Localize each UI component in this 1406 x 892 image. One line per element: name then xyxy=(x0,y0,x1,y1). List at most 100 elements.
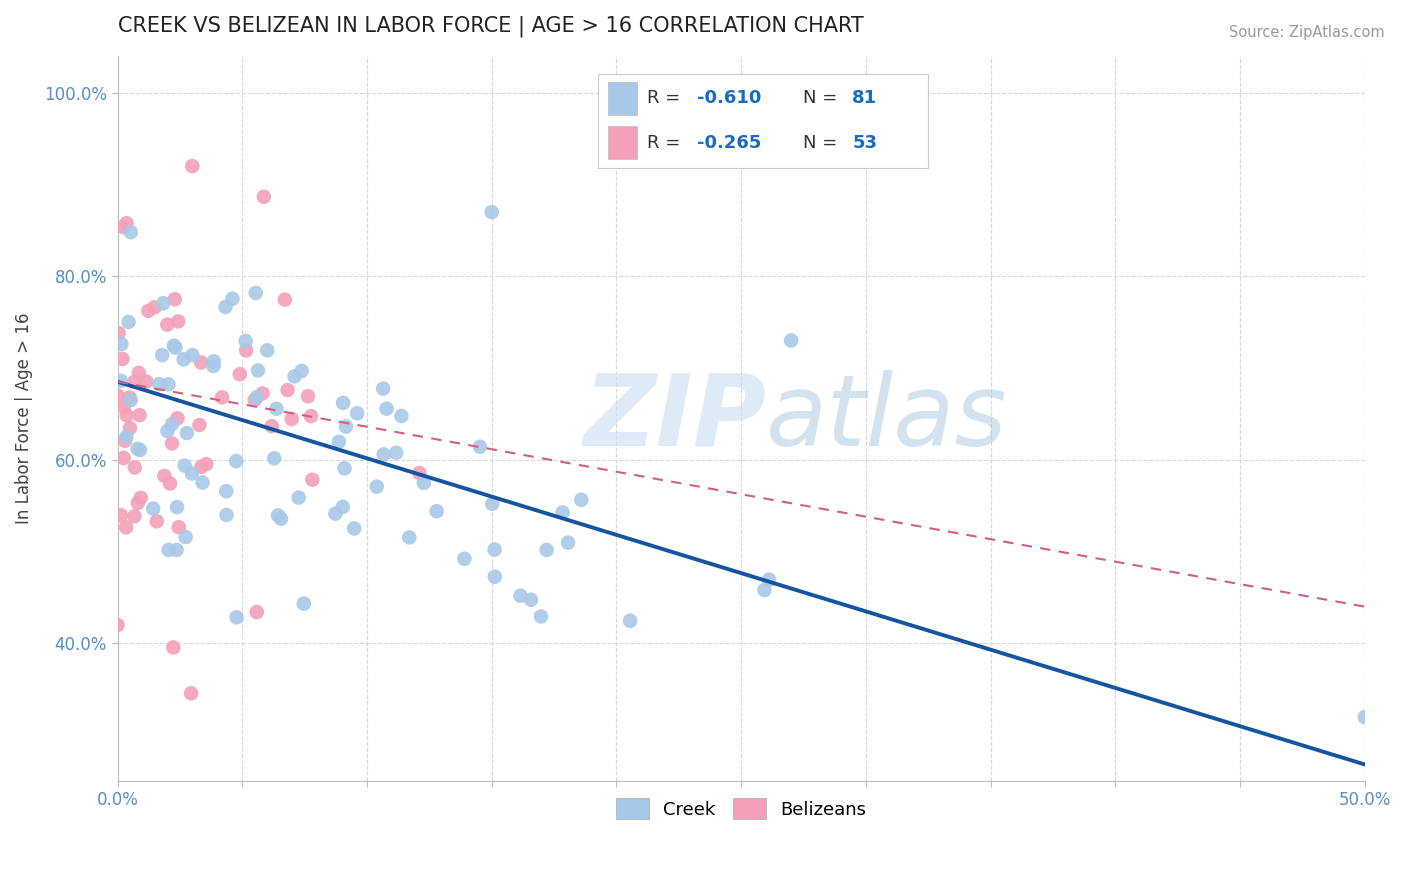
Point xyxy=(287,491,309,505)
Point xyxy=(173,458,195,473)
Point xyxy=(266,401,288,416)
Point xyxy=(281,412,304,426)
Point xyxy=(426,504,449,518)
Point xyxy=(112,450,135,465)
Point xyxy=(214,300,236,314)
Point xyxy=(173,352,195,367)
Point xyxy=(176,426,198,441)
Point xyxy=(136,303,159,318)
Point xyxy=(211,390,233,404)
Point xyxy=(124,509,146,524)
Point xyxy=(167,520,190,534)
Point xyxy=(551,506,574,520)
Point xyxy=(530,609,553,624)
Point xyxy=(375,401,398,416)
Point xyxy=(366,480,388,494)
Point xyxy=(188,417,211,432)
Point xyxy=(619,614,641,628)
Point xyxy=(243,392,266,407)
Point xyxy=(160,436,183,450)
Point xyxy=(256,343,278,358)
Point xyxy=(215,484,238,499)
Point xyxy=(325,507,347,521)
Point xyxy=(110,374,132,388)
Point xyxy=(143,301,166,315)
Point xyxy=(481,497,503,511)
Point xyxy=(267,508,290,523)
Point xyxy=(124,460,146,475)
Point xyxy=(174,530,197,544)
Point xyxy=(127,442,149,456)
Point xyxy=(385,446,408,460)
Point xyxy=(118,391,141,405)
Point xyxy=(163,339,186,353)
Point xyxy=(195,457,218,471)
Point xyxy=(159,476,181,491)
Point xyxy=(135,375,157,389)
Point xyxy=(190,355,212,369)
Point xyxy=(333,461,356,475)
Point xyxy=(120,393,142,408)
Point xyxy=(107,326,129,340)
Point xyxy=(277,383,299,397)
Point xyxy=(114,434,136,448)
Point xyxy=(412,475,434,490)
Point xyxy=(166,411,188,425)
Point xyxy=(246,605,269,619)
Point xyxy=(335,419,357,434)
Point xyxy=(758,573,780,587)
Point xyxy=(246,363,269,377)
Point xyxy=(181,159,204,173)
Point xyxy=(128,408,150,422)
Point xyxy=(373,448,395,462)
Point xyxy=(246,390,269,404)
Point xyxy=(252,386,274,401)
Point xyxy=(235,334,257,348)
Point xyxy=(145,514,167,528)
Point xyxy=(128,366,150,380)
Point xyxy=(202,359,225,373)
Point xyxy=(153,469,176,483)
Point xyxy=(225,454,247,468)
Point xyxy=(253,190,276,204)
Point xyxy=(509,589,531,603)
Point xyxy=(557,535,579,549)
Point xyxy=(292,597,315,611)
Point xyxy=(225,610,247,624)
Point xyxy=(167,314,190,328)
Point xyxy=(190,459,212,474)
Point xyxy=(346,406,368,420)
Point xyxy=(156,424,179,438)
Point xyxy=(110,337,132,351)
Point xyxy=(780,334,803,348)
Point xyxy=(283,369,305,384)
Text: CREEK VS BELIZEAN IN LABOR FORCE | AGE > 16 CORRELATION CHART: CREEK VS BELIZEAN IN LABOR FORCE | AGE >… xyxy=(118,15,863,37)
Point xyxy=(110,508,132,523)
Point xyxy=(328,434,350,449)
Point xyxy=(115,430,138,444)
Point xyxy=(163,293,186,307)
Point xyxy=(398,530,420,544)
Point xyxy=(1354,710,1376,724)
Point xyxy=(202,354,225,368)
Point xyxy=(142,501,165,516)
Text: atlas: atlas xyxy=(766,370,1008,467)
Point xyxy=(165,341,187,355)
Point xyxy=(263,451,285,466)
Point xyxy=(157,542,180,557)
Point xyxy=(166,500,188,515)
Point xyxy=(115,409,138,423)
Point xyxy=(484,542,506,557)
Y-axis label: In Labor Force | Age > 16: In Labor Force | Age > 16 xyxy=(15,313,32,524)
Point xyxy=(215,508,238,522)
Point xyxy=(157,377,180,392)
Point xyxy=(191,475,214,490)
Point xyxy=(160,417,183,431)
Point xyxy=(162,640,184,655)
Point xyxy=(260,419,283,434)
Point xyxy=(127,496,149,510)
Point xyxy=(301,473,323,487)
Point xyxy=(332,396,354,410)
Point xyxy=(107,388,129,402)
Point xyxy=(152,296,174,310)
